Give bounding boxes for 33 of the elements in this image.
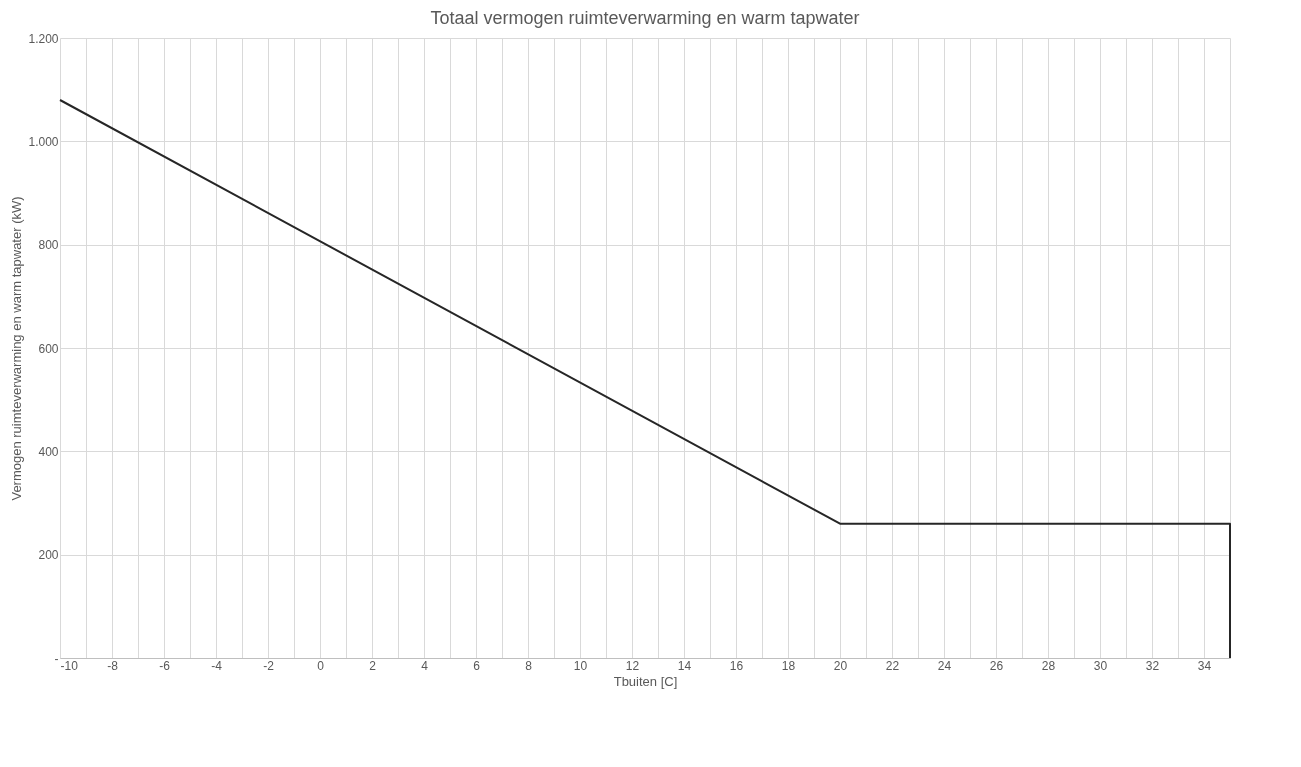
- x-tick-label: 12: [625, 658, 640, 673]
- x-tick-label: 32: [1145, 658, 1160, 673]
- x-tick-label: 4: [421, 658, 429, 673]
- y-axis-title: Vermogen ruimteverwarming en warm tapwater (kW): [9, 196, 25, 501]
- x-tick-label: 0: [317, 658, 325, 673]
- x-tick-label: -6: [159, 658, 171, 673]
- x-tick-label: 6: [473, 658, 481, 673]
- x-axis-title: Tbuiten [C]: [613, 673, 678, 689]
- x-tick-label: 16: [729, 658, 744, 673]
- x-tick-label: 34: [1197, 658, 1212, 673]
- y-tick-label: -: [54, 651, 59, 666]
- x-tick-label: 2: [369, 658, 377, 673]
- x-tick-label: -2: [263, 658, 275, 673]
- x-tick-label: 24: [937, 658, 952, 673]
- y-tick-label: 1.000: [28, 134, 59, 149]
- x-tick-label: 28: [1041, 658, 1056, 673]
- x-tick-label: 22: [885, 658, 900, 673]
- x-tick-label: -8: [107, 658, 119, 673]
- y-tick-label: 400: [38, 444, 59, 459]
- x-tick-label: 10: [573, 658, 588, 673]
- x-tick-label: 20: [833, 658, 848, 673]
- y-tick-label: 200: [38, 548, 59, 563]
- x-tick-label: 18: [781, 658, 796, 673]
- x-tick-label: 14: [677, 658, 692, 673]
- x-tick-label: -10: [60, 658, 79, 673]
- y-tick-label: 600: [38, 341, 59, 356]
- chart-title: Totaal vermogen ruimteverwarming en warm tapwater: [430, 8, 860, 28]
- x-tick-label: 8: [525, 658, 533, 673]
- x-tick-label: 26: [989, 658, 1004, 673]
- x-tick-label: 30: [1093, 658, 1108, 673]
- y-tick-label: 1.200: [28, 31, 59, 46]
- y-tick-label: 800: [38, 238, 59, 253]
- x-tick-label: -4: [211, 658, 223, 673]
